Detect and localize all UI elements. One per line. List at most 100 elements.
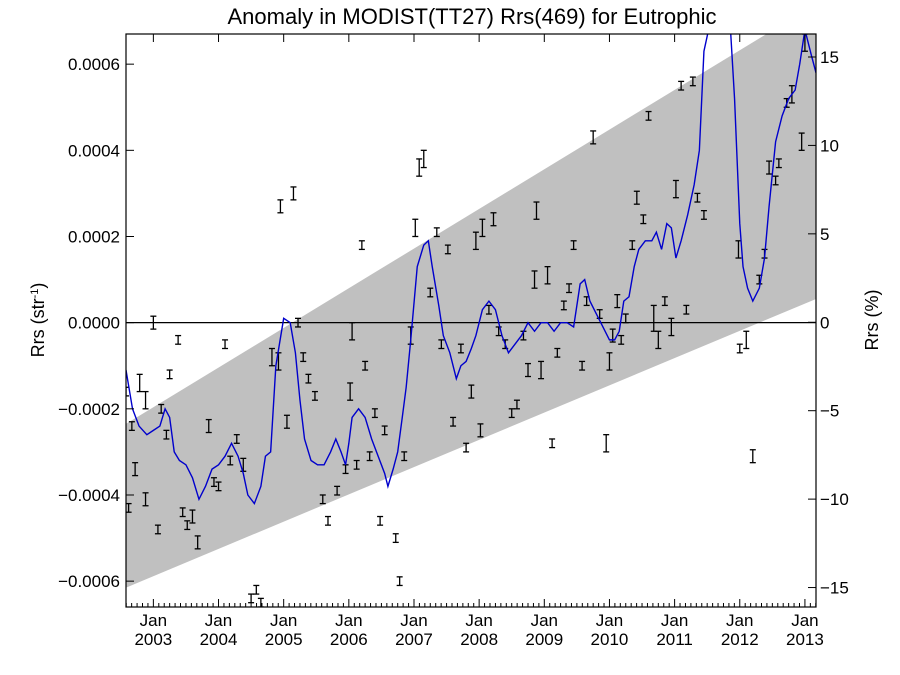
y-left-tick-label: 0.0004	[68, 141, 120, 160]
anomaly-point	[358, 240, 365, 251]
anomaly-point	[189, 509, 196, 524]
anomaly-point	[700, 209, 707, 220]
anomaly-point	[184, 520, 191, 531]
anomaly-point	[412, 218, 419, 238]
anomaly-point	[590, 130, 597, 145]
x-tick-month-label: Jan	[661, 611, 688, 630]
anomaly-point	[549, 438, 556, 449]
anomaly-point	[248, 593, 255, 604]
anomaly-point	[736, 343, 743, 354]
anomaly-point	[163, 429, 170, 440]
y-left-tick-label: −0.0002	[58, 400, 120, 419]
x-tick-year-label: 2008	[460, 630, 498, 649]
anomaly-point	[353, 459, 360, 470]
x-tick-year-label: 2011	[656, 630, 693, 649]
anomaly-point	[438, 339, 445, 350]
x-tick-month-label: Jan	[726, 611, 753, 630]
anomaly-point	[525, 362, 532, 378]
y-left-tick-label: −0.0006	[58, 572, 120, 591]
plot-frame	[125, 33, 817, 608]
anomaly-point	[366, 451, 373, 462]
y-left-tick-label: −0.0004	[58, 486, 120, 505]
anomaly-point	[678, 80, 685, 91]
anomaly-point	[420, 149, 427, 169]
anomaly-point	[377, 515, 384, 526]
anomaly-point	[433, 227, 440, 238]
trend-band	[126, 34, 816, 588]
anomaly-point	[450, 416, 457, 427]
anomaly-point	[618, 334, 625, 345]
anomaly-point	[142, 390, 149, 410]
trend-band-layer	[126, 34, 816, 588]
anomaly-point	[392, 533, 399, 544]
x-tick-month-label: Jan	[531, 611, 558, 630]
anomaly-point	[305, 373, 312, 384]
anomaly-point	[560, 300, 567, 311]
anomaly-point	[513, 399, 520, 410]
y-right-tick-label: 0	[820, 313, 829, 332]
x-tick-year-label: 2003	[134, 630, 172, 649]
axes-layer: 0.0006 0.0004 0.0002 0.0000 −0.0002 −0.0004 −0…	[58, 34, 849, 649]
chart-title: Anomaly in MODIST(TT27) Rrs(469) for Eut…	[227, 4, 716, 29]
anomaly-point	[290, 186, 297, 201]
anomaly-point	[633, 190, 640, 205]
x-tick-month-label: Jan	[140, 611, 167, 630]
x-tick-year-label: 2004	[200, 630, 238, 649]
x-tick-year-label: 2007	[395, 630, 433, 649]
anomaly-point	[136, 373, 143, 393]
x-tick-year-label: 2005	[265, 630, 303, 649]
anomaly-point	[128, 421, 135, 432]
anomaly-point	[300, 352, 307, 363]
anomaly-point	[416, 158, 423, 177]
anomaly-point	[775, 158, 782, 169]
anomaly-point	[205, 418, 212, 434]
anomaly-point	[347, 382, 354, 401]
anomaly-point	[215, 481, 222, 492]
anomaly-point	[533, 201, 540, 220]
x-tick-month-label: Jan	[791, 611, 818, 630]
anomaly-point	[629, 240, 636, 251]
anomaly-point	[479, 218, 486, 238]
anomaly-point	[381, 425, 388, 436]
anomaly-point	[495, 326, 502, 337]
anomaly-point	[371, 408, 378, 419]
x-tick-month-label: Jan	[335, 611, 362, 630]
anomaly-point	[749, 449, 756, 464]
anomaly-point	[324, 515, 331, 526]
anomaly-point	[538, 360, 545, 380]
anomaly-point	[268, 347, 275, 367]
anomaly-point	[570, 240, 577, 251]
y-axis-right-label: Rrs (%)	[862, 290, 882, 351]
anomaly-point	[645, 110, 652, 121]
anomaly-point	[142, 492, 149, 507]
anomaly-point	[603, 434, 610, 453]
y-right-tick-label: 5	[820, 225, 829, 244]
x-tick-month-label: Jan	[270, 611, 297, 630]
x-tick-year-label: 2013	[786, 630, 824, 649]
x-tick-year-label: 2006	[330, 630, 368, 649]
anomaly-point	[396, 576, 403, 587]
anomaly-point	[485, 304, 492, 315]
smoothed-series-line	[126, 34, 816, 506]
anomaly-point	[655, 330, 662, 350]
anomaly-point	[640, 214, 647, 225]
y-right-tick-label: −15	[820, 579, 849, 598]
anomaly-point	[531, 270, 538, 289]
anomaly-point	[253, 584, 260, 595]
anomaly-point	[166, 369, 173, 380]
anomaly-point	[743, 330, 750, 350]
anomaly-point	[554, 347, 561, 358]
anomaly-point	[606, 352, 613, 371]
anomaly-point	[257, 597, 264, 607]
anomaly-point	[126, 502, 132, 513]
anomaly-point	[508, 408, 515, 419]
anomaly-point	[175, 334, 182, 345]
anomaly-point	[150, 315, 157, 330]
anomaly-point	[311, 390, 318, 401]
anomaly-point	[277, 199, 284, 214]
x-tick-year-label: 2010	[591, 630, 629, 649]
anomaly-point	[179, 507, 186, 518]
y-left-tick-label: 0.0006	[68, 55, 120, 74]
y-right-tick-label: 15	[820, 48, 839, 67]
